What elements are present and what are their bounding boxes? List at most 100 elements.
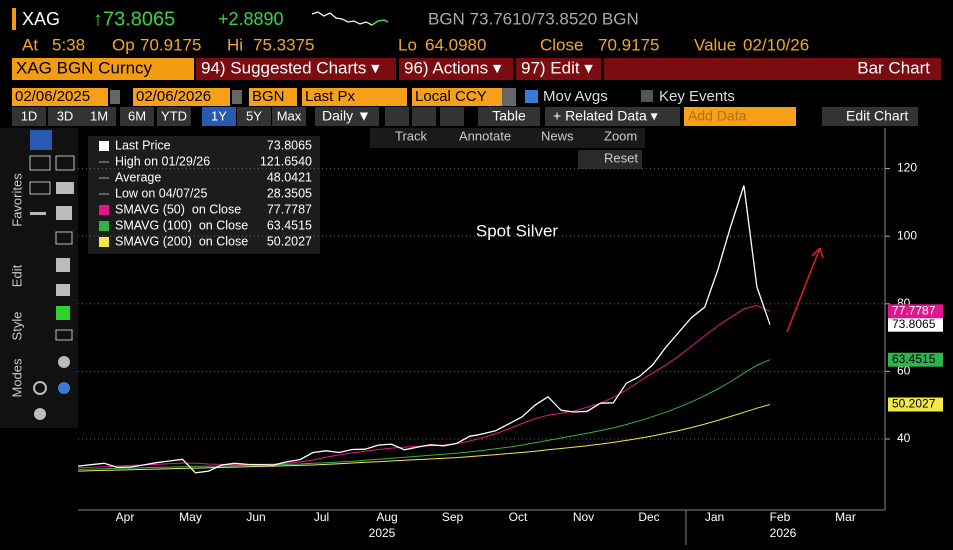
annotation-arrow [786,247,821,333]
quote-label: Value [694,35,736,54]
edit-chart-button[interactable] [822,107,918,126]
x-tick-label: Nov [573,510,594,524]
value-tag-label: 50.2027 [892,397,936,411]
quote-label: Lo [398,35,417,54]
legend-swatch [99,221,109,231]
chart-tool[interactable]: Annotate [459,128,511,143]
input-value[interactable]: Last Px [305,88,356,105]
chart-tool[interactable]: News [541,128,574,143]
price-line [77,185,771,474]
legend-name: SMAVG (50) on Close [115,202,241,216]
reset-button[interactable] [578,150,642,169]
period[interactable]: 6M [128,108,146,123]
period[interactable]: 1D [21,108,38,123]
calendar-icon[interactable] [232,90,242,104]
dropdown[interactable] [502,88,516,106]
x-tick-label: Dec [638,510,659,524]
frequency[interactable]: Daily ▼ [322,108,371,124]
moving-average-line [77,359,771,470]
input-value[interactable]: Local CCY [415,88,487,105]
side-toolbar [0,128,78,428]
y-tick-label: 40 [897,431,911,445]
quote-value: 5:38 [52,35,85,54]
table-button[interactable] [478,107,540,126]
edit-chart[interactable]: Edit Chart [846,108,908,124]
menu-item[interactable]: 97) Edit ▾ [521,58,593,77]
input-field[interactable] [249,88,297,106]
menu-button[interactable] [399,58,513,80]
legend-name: SMAVG (200) on Close [115,234,248,248]
add-data[interactable]: Add Data [688,108,747,124]
quote-label: Op [112,35,135,54]
x-tick-label: Sep [442,510,464,524]
tool-button[interactable] [385,107,409,126]
legend-value: 48.0421 [267,170,312,184]
input-field[interactable] [412,88,502,106]
x-tick-label: Jul [314,510,329,524]
menu-button[interactable] [196,58,396,80]
key-events: Key Events [659,88,735,105]
security-box[interactable] [12,58,194,80]
input-field[interactable] [133,88,230,106]
period[interactable]: Max [277,108,302,123]
side-tab[interactable]: Style [9,312,24,341]
period-button[interactable] [157,107,191,126]
quote-label: Hi [227,35,243,54]
checkbox[interactable] [641,90,653,102]
input-value[interactable]: 02/06/2026 [136,88,211,105]
y-tick-label: 120 [897,161,917,175]
value-tag [888,352,943,367]
period-button[interactable] [120,107,154,126]
period-button[interactable] [82,107,116,126]
legend-value: 73.8065 [267,138,312,152]
chart-annotation: Spot Silver [476,221,559,240]
chart-tool[interactable]: Track [395,128,428,143]
period-button[interactable] [48,107,82,126]
legend-value: 63.4515 [267,218,312,232]
chart-tool[interactable]: Zoom [604,128,637,143]
x-tick-label: Mar [835,510,856,524]
table[interactable]: Table [492,108,526,124]
period-button[interactable] [12,107,46,126]
value-tag [888,317,943,332]
period[interactable]: YTD [161,108,187,123]
tool-button[interactable] [412,107,436,126]
checkbox[interactable] [525,90,538,103]
period[interactable]: 1M [90,108,108,123]
period-button[interactable] [237,107,271,126]
related[interactable]: + Related Data ▾ [553,108,658,124]
period[interactable]: 5Y [246,108,262,123]
period[interactable]: 1Y [211,108,227,123]
frequency-button[interactable] [315,107,379,126]
menu-item[interactable]: 94) Suggested Charts ▾ [201,58,380,77]
input-value[interactable]: BGN [252,88,285,105]
period-button[interactable] [202,107,236,126]
legend-swatch [99,141,109,151]
side-tab[interactable]: Modes [9,358,24,398]
chart-tool[interactable]: Reset [604,150,638,165]
legend-value: 50.2027 [267,234,312,248]
add-data-box[interactable] [684,107,796,126]
period-button[interactable] [272,107,306,126]
last-price: ↑73.8065 [93,8,175,30]
menu-item[interactable]: 96) Actions ▾ [404,58,502,77]
security: XAG BGN Curncy [16,58,153,77]
x-tick-label: Jun [246,510,265,524]
input-value[interactable]: 02/06/2025 [15,88,90,105]
related-button[interactable] [545,107,680,126]
input-field[interactable] [12,88,108,106]
menu-button[interactable] [516,58,601,80]
value-tag-label: 63.4515 [892,352,936,366]
period[interactable]: 3D [57,108,74,123]
side-tab[interactable]: Edit [9,264,24,287]
input-field[interactable] [302,88,407,106]
year-label: 2025 [369,526,396,540]
ticker: XAG [22,9,60,29]
side-tab[interactable]: Favorites [9,173,24,227]
legend-value: 121.6540 [260,154,312,168]
calendar-icon[interactable] [110,90,120,104]
tool-button[interactable] [440,107,464,126]
legend-name: SMAVG (100) on Close [115,218,248,232]
quote-value: 64.0980 [425,35,486,54]
